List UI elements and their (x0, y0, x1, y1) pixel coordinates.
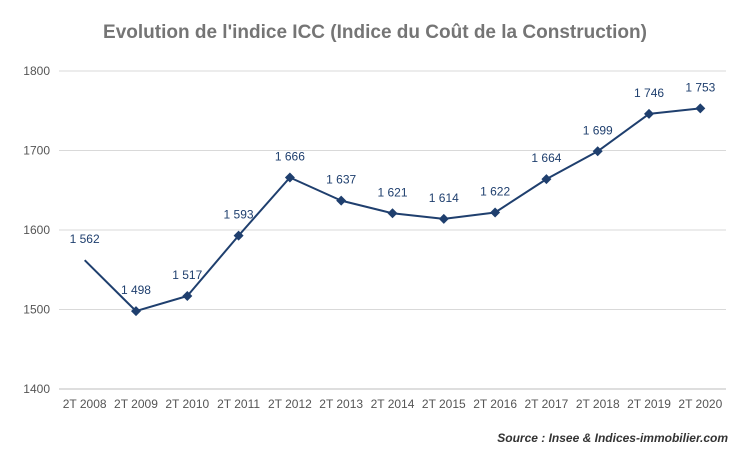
x-tick-label: 2T 2014 (371, 397, 415, 411)
data-point-marker (592, 146, 603, 157)
series-markers (131, 103, 706, 317)
x-tick-label: 2T 2008 (63, 397, 107, 411)
y-tick-label: 1600 (23, 223, 50, 237)
x-tick-label: 2T 2012 (268, 397, 312, 411)
chart-source: Source : Insee & Indices-immobilier.com (497, 431, 728, 445)
x-tick-label: 2T 2009 (114, 397, 158, 411)
x-tick-label: 2T 2016 (473, 397, 517, 411)
data-point-marker (387, 208, 398, 219)
y-tick-label: 1800 (23, 64, 50, 78)
data-point-marker (490, 207, 501, 218)
data-label: 1 746 (634, 86, 664, 100)
data-point-marker (541, 174, 552, 185)
data-label: 1 498 (121, 283, 151, 297)
data-point-marker (336, 195, 347, 206)
x-tick-label: 2T 2020 (678, 397, 722, 411)
data-label: 1 593 (224, 208, 254, 222)
x-tick-label: 2T 2010 (165, 397, 209, 411)
data-label: 1 637 (326, 173, 356, 187)
x-tick-label: 2T 2015 (422, 397, 466, 411)
x-tick-label: 2T 2017 (525, 397, 569, 411)
data-label: 1 562 (70, 232, 100, 246)
data-label: 1 699 (583, 123, 613, 137)
x-tick-label: 2T 2018 (576, 397, 620, 411)
data-label: 1 666 (275, 150, 305, 164)
data-label: 1 753 (685, 80, 715, 94)
x-tick-label: 2T 2013 (319, 397, 363, 411)
data-label: 1 517 (172, 268, 202, 282)
y-tick-label: 1500 (23, 303, 50, 317)
data-point-marker (438, 213, 449, 224)
x-tick-label: 2T 2011 (217, 397, 260, 411)
y-tick-label: 1400 (23, 382, 50, 396)
x-axis-ticks: 2T 2008 2T 2009 2T 2010 2T 2011 2T 2012 2T 20… (63, 397, 723, 411)
grid-lines (59, 70, 726, 390)
data-point-marker (644, 108, 654, 119)
data-label: 1 621 (377, 185, 407, 199)
data-point-marker (695, 103, 706, 114)
data-point-marker (233, 230, 244, 241)
data-point-marker (182, 291, 193, 301)
data-point-marker (131, 306, 141, 317)
data-label: 1 664 (531, 151, 561, 165)
data-point-marker (284, 172, 295, 183)
chart-title: Evolution de l'indice ICC (Indice du Coû… (103, 22, 647, 43)
y-axis-ticks: 1400 1500 1600 1700 1800 (23, 64, 50, 396)
data-label: 1 614 (429, 191, 459, 205)
data-labels: 1 562 1 498 1 517 1 593 1 666 1 637 1 621 1 614… (70, 80, 716, 297)
y-tick-label: 1700 (23, 144, 50, 158)
data-label: 1 622 (480, 185, 510, 199)
x-tick-label: 2T 2019 (627, 397, 671, 411)
